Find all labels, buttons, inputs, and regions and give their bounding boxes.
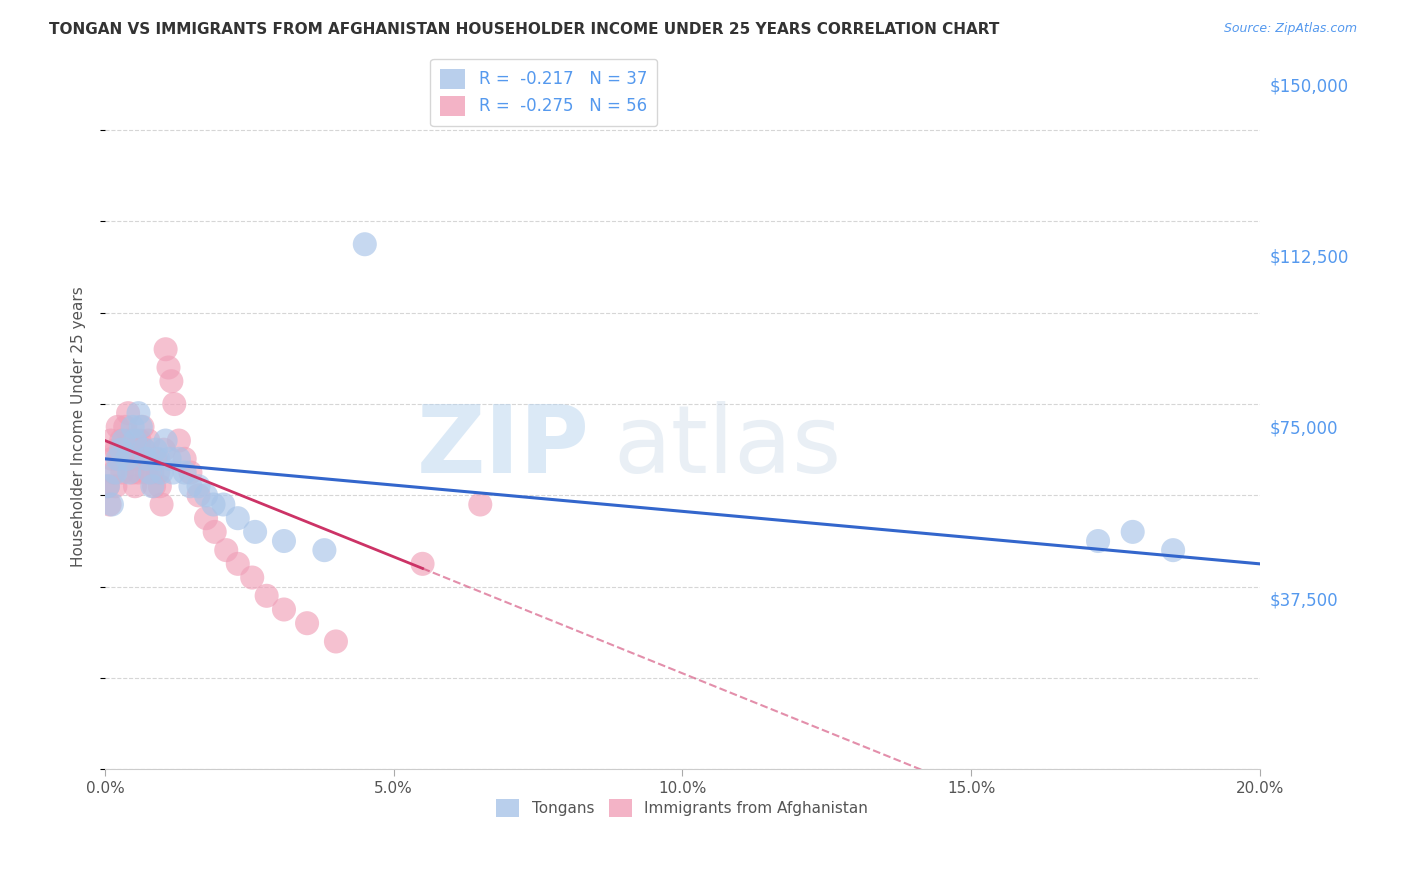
Point	[107, 451, 129, 466]
Point	[122, 442, 145, 457]
Point	[129, 451, 152, 466]
Point	[273, 534, 295, 549]
Point	[173, 466, 195, 480]
Point	[187, 479, 209, 493]
Text: atlas: atlas	[613, 401, 841, 493]
Point	[110, 442, 132, 457]
Point	[157, 360, 180, 375]
Point	[97, 479, 120, 493]
Point	[179, 479, 201, 493]
Point	[155, 343, 177, 357]
Point	[124, 479, 146, 493]
Point	[118, 434, 141, 448]
Point	[273, 602, 295, 616]
Point	[134, 442, 156, 457]
Point	[117, 406, 139, 420]
Point	[314, 543, 336, 558]
Point	[1122, 524, 1144, 539]
Point	[146, 451, 169, 466]
Point	[412, 557, 434, 571]
Point	[135, 451, 157, 466]
Point	[121, 420, 143, 434]
Point	[204, 524, 226, 539]
Point	[295, 616, 318, 631]
Point	[139, 466, 162, 480]
Point	[167, 451, 190, 466]
Point	[115, 451, 138, 466]
Point	[325, 634, 347, 648]
Point	[150, 466, 173, 480]
Point	[111, 466, 134, 480]
Text: TONGAN VS IMMIGRANTS FROM AFGHANISTAN HOUSEHOLDER INCOME UNDER 25 YEARS CORRELAT: TONGAN VS IMMIGRANTS FROM AFGHANISTAN HO…	[49, 22, 1000, 37]
Y-axis label: Householder Income Under 25 years: Householder Income Under 25 years	[72, 286, 86, 567]
Point	[215, 543, 238, 558]
Point	[353, 237, 375, 252]
Point	[143, 479, 166, 493]
Point	[105, 442, 128, 457]
Point	[104, 466, 127, 480]
Point	[470, 498, 492, 512]
Point	[136, 434, 159, 448]
Point	[162, 466, 184, 480]
Point	[128, 434, 150, 448]
Point	[240, 570, 263, 584]
Point	[141, 479, 163, 493]
Point	[146, 466, 169, 480]
Point	[101, 498, 124, 512]
Point	[202, 498, 225, 512]
Point	[195, 488, 218, 502]
Point	[179, 466, 201, 480]
Point	[150, 498, 173, 512]
Point	[135, 466, 157, 480]
Point	[104, 479, 127, 493]
Point	[112, 434, 135, 448]
Point	[212, 498, 235, 512]
Point	[124, 434, 146, 448]
Point	[98, 498, 121, 512]
Point	[1161, 543, 1184, 558]
Point	[243, 524, 266, 539]
Point	[103, 466, 125, 480]
Point	[226, 557, 249, 571]
Point	[115, 442, 138, 457]
Point	[195, 511, 218, 525]
Point	[145, 442, 167, 457]
Point	[127, 406, 149, 420]
Point	[145, 451, 167, 466]
Point	[108, 451, 131, 466]
Point	[163, 397, 186, 411]
Point	[118, 466, 141, 480]
Point	[114, 420, 136, 434]
Point	[110, 434, 132, 448]
Point	[129, 420, 152, 434]
Point	[256, 589, 278, 603]
Point	[155, 434, 177, 448]
Point	[125, 451, 148, 466]
Point	[131, 420, 153, 434]
Point	[120, 451, 142, 466]
Point	[134, 451, 156, 466]
Text: ZIP: ZIP	[418, 401, 591, 493]
Point	[173, 451, 195, 466]
Point	[187, 488, 209, 502]
Text: Source: ZipAtlas.com: Source: ZipAtlas.com	[1223, 22, 1357, 36]
Point	[139, 451, 162, 466]
Legend: Tongans, Immigrants from Afghanistan: Tongans, Immigrants from Afghanistan	[491, 792, 875, 823]
Point	[101, 451, 124, 466]
Point	[112, 451, 135, 466]
Point	[121, 466, 143, 480]
Point	[100, 434, 122, 448]
Point	[167, 434, 190, 448]
Point	[127, 466, 149, 480]
Point	[160, 374, 183, 388]
Point	[107, 420, 129, 434]
Point	[141, 466, 163, 480]
Point	[149, 479, 172, 493]
Point	[1087, 534, 1109, 549]
Point	[97, 479, 120, 493]
Point	[134, 442, 156, 457]
Point	[153, 442, 176, 457]
Point	[226, 511, 249, 525]
Point	[159, 451, 181, 466]
